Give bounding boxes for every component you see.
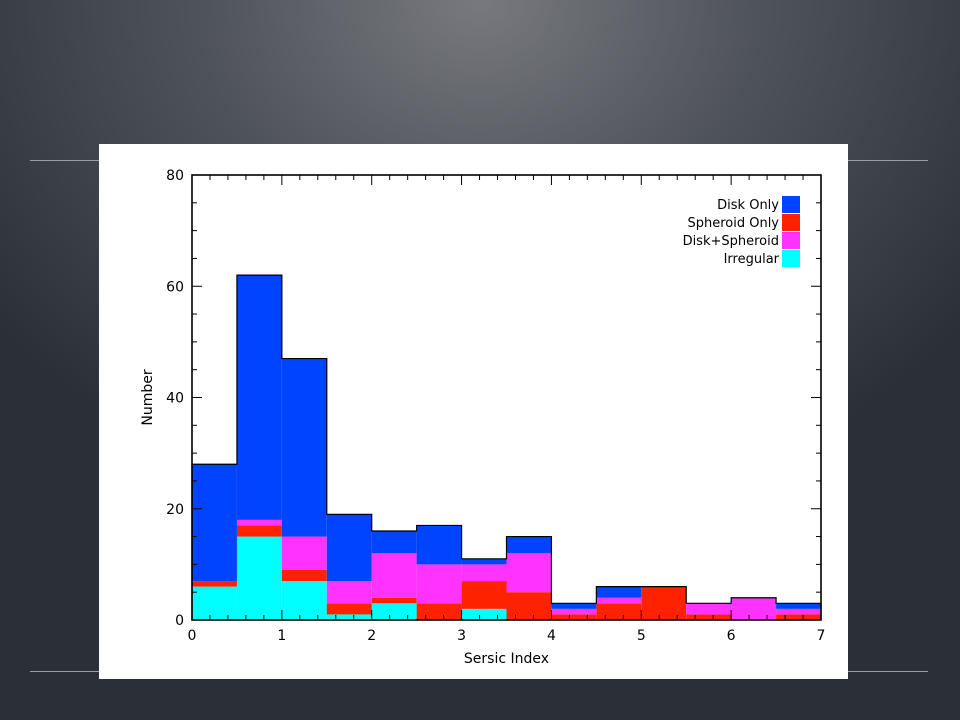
- bar-spheroid-only-bin-1: [236, 525, 282, 537]
- x-tick-label: 1: [277, 628, 286, 644]
- plot-frame: [191, 174, 822, 621]
- legend-item-disk-spheroid: Disk+Spheroid: [683, 232, 800, 249]
- bar-irregular-bin-4: [371, 603, 417, 620]
- bar-disk-spheroid-bin-11: [686, 603, 732, 615]
- bar-spheroid-only-bin-11: [686, 614, 732, 620]
- bar-disk-only-bin-8: [551, 603, 597, 609]
- legend-swatch: [782, 250, 800, 267]
- bar-disk-only-bin-9: [596, 586, 642, 598]
- x-tick-label: 0: [188, 628, 197, 644]
- bar-irregular-bin-2: [281, 581, 327, 620]
- bar-disk-only-bin-3: [326, 514, 372, 582]
- bar-irregular-bin-6: [461, 608, 507, 620]
- bar-disk-spheroid-bin-1: [236, 519, 282, 526]
- y-tick-label: 0: [175, 613, 184, 629]
- bar-disk-only-bin-4: [371, 531, 417, 554]
- legend-label: Disk Only: [717, 198, 779, 213]
- x-tick-label: 4: [547, 628, 556, 644]
- bar-disk-spheroid-bin-2: [281, 536, 327, 570]
- bar-disk-spheroid-bin-4: [371, 553, 417, 598]
- bar-spheroid-only-bin-7: [506, 592, 552, 620]
- x-axis-label: Sersic Index: [464, 651, 549, 667]
- bar-disk-spheroid-bin-12: [731, 597, 777, 620]
- x-tick-label: 6: [727, 628, 736, 644]
- bar-disk-spheroid-bin-9: [596, 597, 642, 604]
- bar-disk-only-bin-13: [776, 603, 821, 609]
- bar-spheroid-only-bin-2: [281, 569, 327, 582]
- histogram-bars: [191, 274, 822, 620]
- y-tick-label: 20: [166, 502, 184, 518]
- x-tick-label: 2: [367, 628, 376, 644]
- bar-disk-only-bin-7: [506, 536, 552, 554]
- bar-disk-spheroid-bin-13: [776, 608, 821, 615]
- bar-disk-spheroid-bin-7: [506, 553, 552, 593]
- legend-label: Disk+Spheroid: [683, 234, 779, 249]
- bar-spheroid-only-bin-3: [326, 603, 372, 615]
- legend-swatch: [782, 196, 800, 213]
- bar-spheroid-only-bin-10: [641, 586, 687, 620]
- bar-spheroid-only-bin-5: [416, 603, 462, 620]
- sersic-histogram-chart: 0 1 2 3 4 5 6 7 0 20 40 60 80 Sersic Index Number Di…: [140, 168, 825, 667]
- x-tick-label: 7: [817, 628, 826, 644]
- tick-labels: 0 1 2 3 4 5 6 7 0 20 40 60 80: [166, 168, 825, 644]
- legend-swatch: [782, 214, 800, 231]
- bar-irregular-bin-0: [192, 586, 237, 620]
- chart-legend: Disk Only Spheroid Only Disk+Spheroid Irreg…: [683, 196, 800, 267]
- legend-item-irregular: Irregular: [724, 250, 800, 267]
- histogram-step-outline: [191, 274, 822, 620]
- x-tick-label: 3: [457, 628, 466, 644]
- bar-disk-spheroid-bin-3: [326, 581, 372, 604]
- bar-disk-spheroid-bin-5: [416, 564, 462, 604]
- bar-disk-only-bin-2: [281, 358, 327, 537]
- x-tick-label: 5: [637, 628, 646, 644]
- legend-item-disk-only: Disk Only: [717, 196, 800, 213]
- legend-label: Spheroid Only: [687, 216, 779, 231]
- bar-disk-only-bin-6: [461, 558, 507, 565]
- y-tick-label: 60: [166, 279, 184, 295]
- y-tick-label: 80: [166, 168, 184, 184]
- bar-spheroid-only-bin-13: [776, 614, 821, 620]
- y-axis-label: Number: [140, 369, 156, 425]
- series-irregular: [192, 536, 507, 620]
- bar-disk-spheroid-bin-8: [551, 608, 597, 615]
- bar-spheroid-only-bin-0: [192, 581, 237, 587]
- bar-disk-only-bin-1: [236, 275, 282, 520]
- bar-disk-only-bin-0: [192, 464, 237, 582]
- bar-disk-only-bin-5: [416, 525, 462, 565]
- series-disk-only: [192, 275, 821, 609]
- legend-swatch: [782, 232, 800, 249]
- y-tick-label: 40: [166, 391, 184, 407]
- bar-spheroid-only-bin-9: [596, 603, 642, 620]
- series-disk-spheroid: [236, 519, 821, 620]
- legend-label: Irregular: [724, 252, 780, 267]
- bar-irregular-bin-1: [236, 536, 282, 620]
- series-spheroid-only: [192, 525, 821, 620]
- bar-irregular-bin-3: [326, 614, 372, 620]
- bar-spheroid-only-bin-8: [551, 614, 597, 620]
- chart-panel: 0 1 2 3 4 5 6 7 0 20 40 60 80 Sersic Index Number Di…: [99, 144, 848, 679]
- legend-item-spheroid-only: Spheroid Only: [687, 214, 800, 231]
- bar-spheroid-only-bin-6: [461, 581, 507, 609]
- bar-spheroid-only-bin-4: [371, 597, 417, 604]
- bar-disk-spheroid-bin-6: [461, 564, 507, 582]
